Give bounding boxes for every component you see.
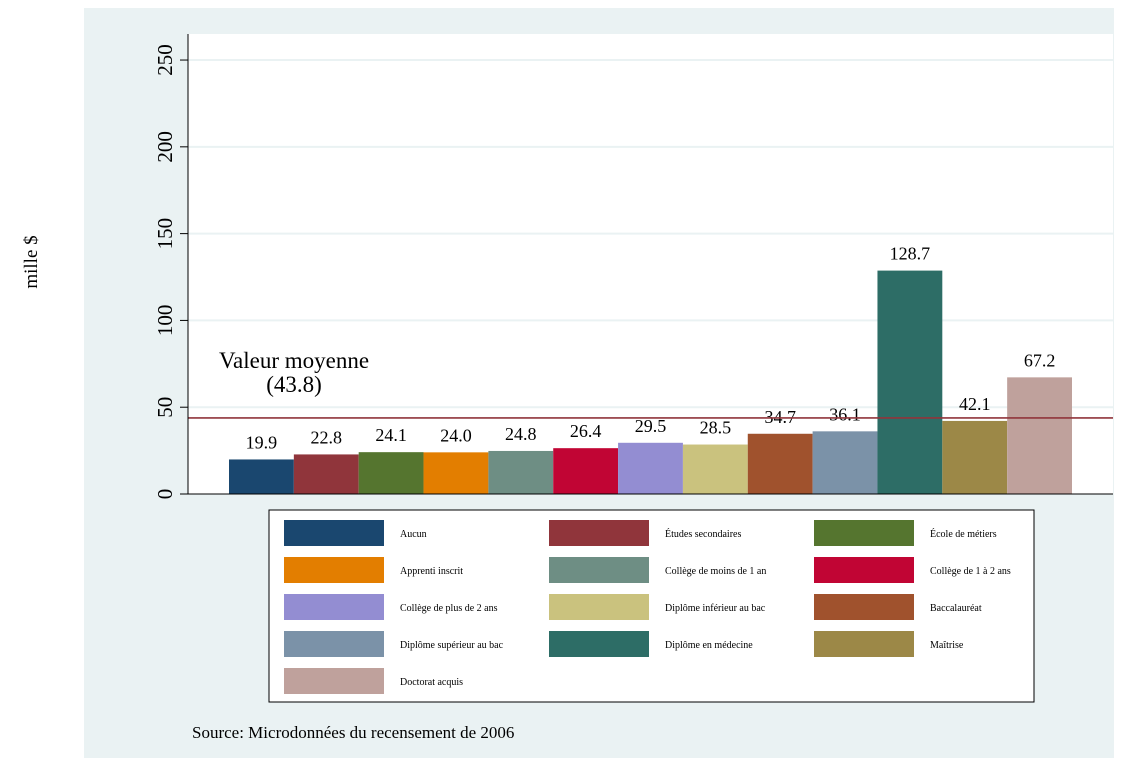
y-tick-label: 250: [153, 44, 177, 76]
bar: [229, 459, 294, 494]
bar: [488, 450, 554, 494]
legend-swatch: [814, 594, 914, 620]
legend-label: Diplôme supérieur au bac: [400, 640, 504, 651]
bar: [618, 442, 683, 494]
bar-value-label: 28.5: [700, 418, 732, 438]
legend-label: Baccalauréat: [930, 603, 982, 614]
legend-swatch: [549, 520, 649, 546]
legend-label: Collège de plus de 2 ans: [400, 603, 498, 614]
bar-value-label: 24.1: [375, 425, 407, 445]
bar-value-label: 36.1: [829, 404, 861, 424]
bar-value-label: 24.0: [440, 425, 472, 445]
bar: [877, 270, 943, 494]
bar: [1007, 377, 1072, 494]
source-note: Source: Microdonnées du recensement de 2…: [192, 723, 514, 742]
bar-value-label: 19.9: [246, 432, 278, 452]
legend-swatch: [549, 557, 649, 583]
legend-label: Études secondaires: [665, 528, 741, 540]
legend-swatch: [284, 520, 384, 546]
mean-label-line1: Valeur moyenne: [219, 348, 369, 373]
legend-swatch: [549, 631, 649, 657]
bar-value-label: 26.4: [570, 421, 602, 441]
y-tick-label: 50: [153, 397, 177, 418]
data-labels: 19.9 22.8 24.1 24.0 24.8 26.4 29.5 28.5 34.7 36.1…: [246, 244, 1056, 453]
bar-value-label: 128.7: [890, 244, 931, 264]
legend-items: Aucun Études secondaires École de métiers A…: [284, 520, 1011, 694]
mean-label-line2: (43.8): [266, 372, 322, 397]
legend-swatch: [284, 594, 384, 620]
y-axis-ticks: 0 50 100 150 200 250: [153, 44, 188, 499]
legend-label: École de métiers: [930, 528, 997, 540]
gridlines: [188, 59, 1113, 409]
bar: [423, 452, 489, 494]
legend-swatch: [814, 520, 914, 546]
bar-value-label: 42.1: [959, 394, 991, 414]
bar-value-label: 24.8: [505, 424, 537, 444]
legend-swatch: [814, 557, 914, 583]
y-tick-label: 100: [153, 305, 177, 337]
bar: [812, 431, 878, 494]
bar: [942, 420, 1008, 494]
legend-swatch: [284, 631, 384, 657]
bar-value-label: 29.5: [635, 416, 667, 436]
y-tick-label: 0: [153, 489, 177, 500]
bar-value-label: 34.7: [764, 407, 796, 427]
legend: Aucun Études secondaires École de métiers A…: [268, 509, 1035, 703]
bar: [293, 454, 359, 494]
legend-label: Diplôme inférieur au bac: [665, 603, 766, 614]
legend-label: Diplôme en médecine: [665, 640, 753, 651]
legend-swatch: [284, 668, 384, 694]
bar-value-label: 22.8: [311, 427, 343, 447]
legend-label: Doctorat acquis: [400, 677, 463, 688]
bar-value-label: 67.2: [1024, 350, 1056, 370]
y-tick-label: 200: [153, 131, 177, 163]
bar: [747, 433, 813, 494]
legend-swatch: [549, 594, 649, 620]
legend-label: Maîtrise: [930, 640, 964, 651]
legend-label: Collège de 1 à 2 ans: [930, 566, 1011, 577]
legend-label: Collège de moins de 1 an: [665, 566, 766, 577]
legend-label: Apprenti inscrit: [400, 566, 463, 577]
bar: [553, 448, 619, 494]
bar: [358, 452, 424, 494]
y-axis-title: mille $: [21, 235, 42, 288]
legend-swatch: [814, 631, 914, 657]
bars: [229, 270, 1072, 494]
legend-swatch: [284, 557, 384, 583]
legend-label: Aucun: [400, 529, 427, 540]
bar: [682, 444, 748, 494]
y-tick-label: 150: [153, 218, 177, 250]
